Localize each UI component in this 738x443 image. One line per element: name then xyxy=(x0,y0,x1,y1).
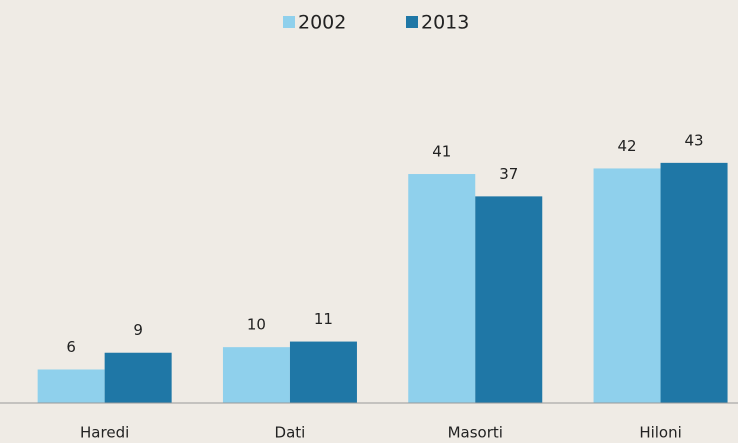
bar xyxy=(593,168,661,403)
bar xyxy=(408,174,476,403)
bar xyxy=(475,196,543,403)
value-label: 43 xyxy=(685,131,704,149)
legend-swatch xyxy=(283,16,295,28)
x-tick-label: Haredi xyxy=(80,424,129,442)
value-label: 37 xyxy=(499,165,518,183)
bar xyxy=(289,341,357,403)
value-label: 10 xyxy=(247,316,266,334)
value-label: 9 xyxy=(133,321,143,339)
value-label: 6 xyxy=(66,338,76,356)
value-label: 11 xyxy=(314,310,333,328)
bar xyxy=(222,347,290,403)
bar xyxy=(37,369,105,403)
x-tick-label: Dati xyxy=(275,424,306,442)
legend-label: 2013 xyxy=(421,12,469,34)
legend-label: 2002 xyxy=(298,12,346,34)
x-tick-label: Hiloni xyxy=(639,424,681,442)
value-label: 42 xyxy=(618,137,637,155)
bar xyxy=(660,162,728,403)
legend: 2002 2013 xyxy=(283,12,469,34)
value-label: 41 xyxy=(432,143,451,161)
bar xyxy=(104,352,172,403)
x-tick-label: Masorti xyxy=(448,424,503,442)
legend-swatch xyxy=(406,16,418,28)
